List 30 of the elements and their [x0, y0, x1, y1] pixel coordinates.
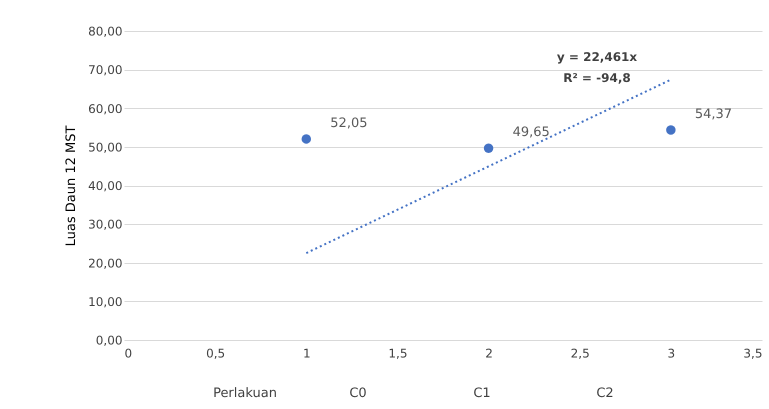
x-tick-label: 0 [124, 346, 132, 360]
y-tick-label: 70,00 [88, 63, 122, 78]
y-tick-label: 40,00 [88, 179, 122, 193]
x-tick-label: 1,5 [388, 346, 408, 360]
y-tick-label: 50,00 [88, 140, 122, 154]
x-tick-label: 3 [668, 346, 676, 360]
x-tick-label: 2 [485, 346, 493, 360]
text: C0 [349, 386, 367, 401]
data-label: 49,65 [512, 125, 550, 140]
y-tick-label: 80,00 [88, 24, 122, 38]
text: C1 [473, 386, 491, 401]
y-tick-label: 20,00 [88, 256, 122, 270]
annotation: R² = -94,8 [563, 71, 631, 85]
x-tick-label: 2,5 [570, 346, 590, 360]
point [302, 134, 312, 144]
y-tick-label: 10,00 [88, 294, 122, 309]
y-tick-label: 60,00 [88, 102, 122, 116]
text: C2 [596, 386, 614, 401]
data-label: 52,05 [330, 116, 368, 131]
x-tick-label: 1 [302, 346, 311, 360]
x-axis-title: Perlakuan [213, 386, 277, 401]
annotation: y = 22,461x [556, 50, 638, 64]
point [666, 125, 676, 135]
data-label: 54,37 [694, 106, 732, 122]
x-tick-label: 0,5 [206, 346, 226, 360]
y-tick-label: 30,00 [88, 218, 122, 232]
x-tick-label: 3,5 [743, 346, 762, 360]
point [484, 143, 494, 153]
y-axis-title: Luas Daun 12 MST [64, 126, 80, 246]
y-tick-label: 0,00 [96, 334, 122, 348]
